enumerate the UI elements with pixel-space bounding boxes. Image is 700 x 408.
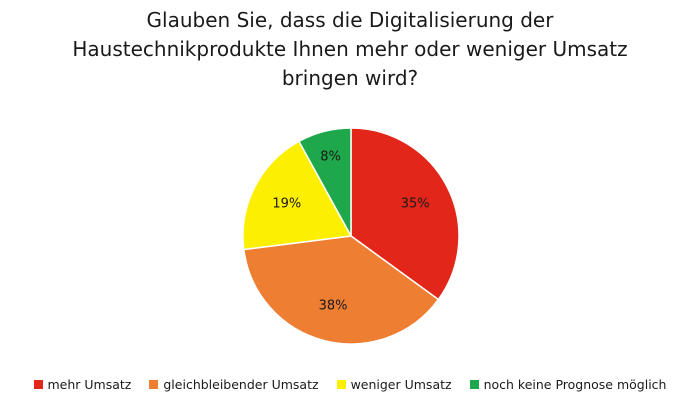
pie-slice-label-2: 38% bbox=[319, 299, 348, 314]
pie-slice-label-3: 19% bbox=[272, 196, 301, 211]
legend-swatch-4 bbox=[469, 380, 479, 389]
pie-slice-3 bbox=[242, 140, 353, 251]
chart-title-line-2: Haustechnikprodukte Ihnen mehr oder weni… bbox=[72, 37, 628, 61]
chart-legend: mehr Umsatz gleichbleibender Umsatz wenige… bbox=[0, 377, 700, 392]
legend-swatch-2 bbox=[149, 380, 159, 389]
pie-slice-1 bbox=[350, 127, 460, 301]
legend-label-4: noch keine Prognose möglich bbox=[483, 377, 667, 392]
pie-slice-4 bbox=[297, 127, 352, 237]
legend-swatch-3 bbox=[336, 380, 346, 389]
chart-title-line-3: bringen wird? bbox=[281, 66, 419, 90]
pie-slice-2 bbox=[243, 235, 440, 345]
legend-item-2: gleichbleibender Umsatz bbox=[149, 377, 319, 392]
pie-slice-label-4: 8% bbox=[320, 150, 341, 165]
legend-item-1: mehr Umsatz bbox=[33, 377, 132, 392]
legend-item-3: weniger Umsatz bbox=[336, 377, 452, 392]
legend-item-4: noch keine Prognose möglich bbox=[469, 377, 667, 392]
legend-label-2: gleichbleibender Umsatz bbox=[163, 377, 319, 392]
chart-title: Glauben Sie, dass die Digitalisierung de… bbox=[0, 6, 700, 93]
legend-label-1: mehr Umsatz bbox=[47, 377, 132, 392]
pie-slice-label-1: 35% bbox=[401, 196, 430, 211]
chart-title-line-1: Glauben Sie, dass die Digitalisierung de… bbox=[146, 8, 554, 32]
legend-label-3: weniger Umsatz bbox=[350, 377, 452, 392]
legend-swatch-1 bbox=[33, 380, 43, 389]
